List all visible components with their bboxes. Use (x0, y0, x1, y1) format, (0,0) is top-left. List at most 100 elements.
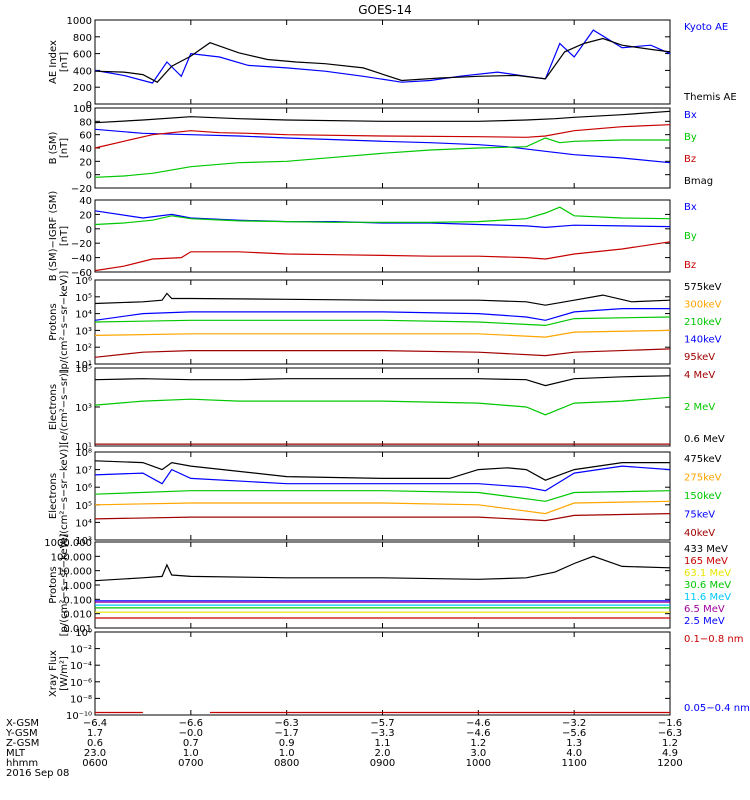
x-axis-row-name: Y-GSM (5, 728, 38, 739)
series-line (94, 396, 671, 416)
y-tick-label: 1.000 (63, 581, 92, 592)
y-tick-label: 80 (79, 117, 92, 128)
panel-xray: 10⁻¹⁰ 10⁻⁸ 10⁻⁶ 10⁻⁴ 10⁻² 10⁰ Xray Flux [W/m²] 0… (48, 628, 750, 722)
legend-label: 0.6 MeV (684, 434, 725, 445)
y-axis-label: [nT] (59, 52, 70, 72)
y-tick-label: 10⁻² (70, 645, 92, 656)
y-tick-label: 600 (73, 50, 92, 61)
y-axis-label: [W/m²] (59, 656, 70, 691)
y-tick-label: 0.100 (63, 595, 92, 606)
legend-label: 140keV (684, 335, 722, 346)
legend-label: 300keV (684, 300, 722, 311)
series-line (94, 490, 671, 502)
panel-protons: 10¹ 10² 10³ 10⁴ 10⁵ 10⁶ Protons [p/(cm²−s−sr−ke… (48, 271, 722, 374)
legend-label: 95keV (684, 352, 715, 363)
y-axis-label: AE Index (48, 40, 59, 84)
x-axis-value: 1100 (561, 758, 586, 769)
chart-title: GOES-14 (358, 3, 412, 17)
y-axis-label: Protons (48, 566, 59, 603)
y-tick-label: 10⁸ (75, 448, 92, 459)
legend-label: Bz (684, 260, 696, 271)
series-line (94, 110, 671, 124)
y-tick-label: 10⁰ (75, 628, 92, 639)
y-tick-label: 10³ (75, 403, 92, 414)
y-tick-label: 10⁷ (75, 466, 92, 477)
legend-label: 6.5 MeV (684, 604, 725, 615)
series-line (94, 513, 671, 522)
legend-label: 75keV (684, 510, 715, 521)
series-line (94, 316, 671, 327)
panel-electrons_lo: 10³ 10⁴ 10⁵ 10⁶ 10⁷ 10⁸ Electrons [e/(cm²−s−sr−… (48, 445, 722, 548)
legend-label: 433 MeV (684, 544, 728, 555)
legend-label: Bmag (684, 176, 713, 187)
x-axis-value: 23.0 (84, 748, 106, 759)
x-axis-value: 1.0 (279, 748, 295, 759)
y-tick-label: 0 (86, 100, 92, 111)
series-line (94, 555, 671, 582)
y-tick-label: 10⁻¹⁰ (66, 711, 92, 722)
series-line (94, 375, 671, 387)
y-tick-label: −40 (71, 254, 92, 265)
legend-label: 0.05−0.4 nm (684, 703, 750, 714)
x-axis-value: 0.7 (183, 738, 199, 749)
x-axis-value: −1.6 (658, 718, 682, 729)
series-line (94, 206, 671, 226)
y-tick-label: 10⁶ (75, 483, 92, 494)
x-axis-value: 1.7 (87, 728, 103, 739)
x-axis-row-name: Z-GSM (6, 738, 39, 749)
legend-label: 150keV (684, 491, 722, 502)
series-line (94, 210, 671, 229)
y-tick-label: 10.000 (57, 567, 92, 578)
series-line (94, 137, 670, 178)
legend-label: 165 MeV (684, 556, 728, 567)
y-tick-label: 800 (73, 33, 92, 44)
x-axis-value: −6.3 (275, 718, 299, 729)
y-axis-label: Electrons (48, 384, 59, 430)
legend-label: 575keV (684, 282, 722, 293)
x-axis-value: −4.6 (466, 718, 490, 729)
x-axis-value: −6.3 (658, 728, 682, 739)
y-tick-label: 0 (86, 171, 92, 182)
y-tick-label: 10⁻⁴ (70, 661, 92, 672)
y-tick-label: 10⁶ (75, 276, 92, 287)
x-axis-value: 1.3 (566, 738, 582, 749)
date-label: 2016 Sep 08 (6, 768, 69, 779)
panel-bigrf: −60 −40 −20 0 20 40 B (SM)−IGRF (SM) [nT] Bx By Bz (48, 191, 697, 282)
series-line (94, 460, 670, 481)
y-tick-label: 10³ (75, 326, 92, 337)
series-line (94, 124, 671, 149)
x-axis-value: 4.9 (662, 748, 678, 759)
y-tick-label: 0.010 (63, 610, 92, 621)
legend-label: Bx (684, 110, 697, 121)
panel-bsm: −20 0 20 40 60 80 100 B (SM) [nT] Bx By Bz Bmag (48, 104, 713, 195)
series-line (94, 329, 671, 338)
y-axis-label: Electrons (48, 473, 59, 519)
y-tick-label: 10⁵ (75, 293, 92, 304)
x-axis-value: −5.6 (562, 728, 586, 739)
y-tick-label: 10⁵ (75, 364, 92, 375)
x-axis-value: 0900 (370, 758, 395, 769)
legend-label: Kyoto AE (684, 22, 728, 33)
y-tick-label: 100.000 (51, 552, 92, 563)
series-line (94, 292, 671, 306)
y-tick-label: 60 (79, 131, 92, 142)
legend-label: 275keV (684, 473, 722, 484)
y-tick-label: 1000.000 (44, 538, 92, 549)
legend-label: 11.6 MeV (684, 592, 731, 603)
y-tick-label: 40 (79, 196, 92, 207)
y-tick-label: 100 (73, 104, 92, 115)
y-axis-label: Protons (48, 303, 59, 340)
series-line (94, 348, 671, 358)
legend-label: 0.1−0.8 nm (684, 634, 743, 645)
x-axis-value: −5.7 (370, 718, 394, 729)
legend-label: 2.5 MeV (684, 616, 725, 627)
y-tick-label: 10³ (75, 536, 92, 547)
y-tick-label: 10⁴ (75, 310, 92, 321)
x-axis-value: 4.0 (566, 748, 582, 759)
x-axis-value: −0.0 (179, 728, 203, 739)
y-tick-label: 20 (79, 210, 92, 221)
x-axis-value: 1.0 (183, 748, 199, 759)
series-line (94, 37, 671, 83)
